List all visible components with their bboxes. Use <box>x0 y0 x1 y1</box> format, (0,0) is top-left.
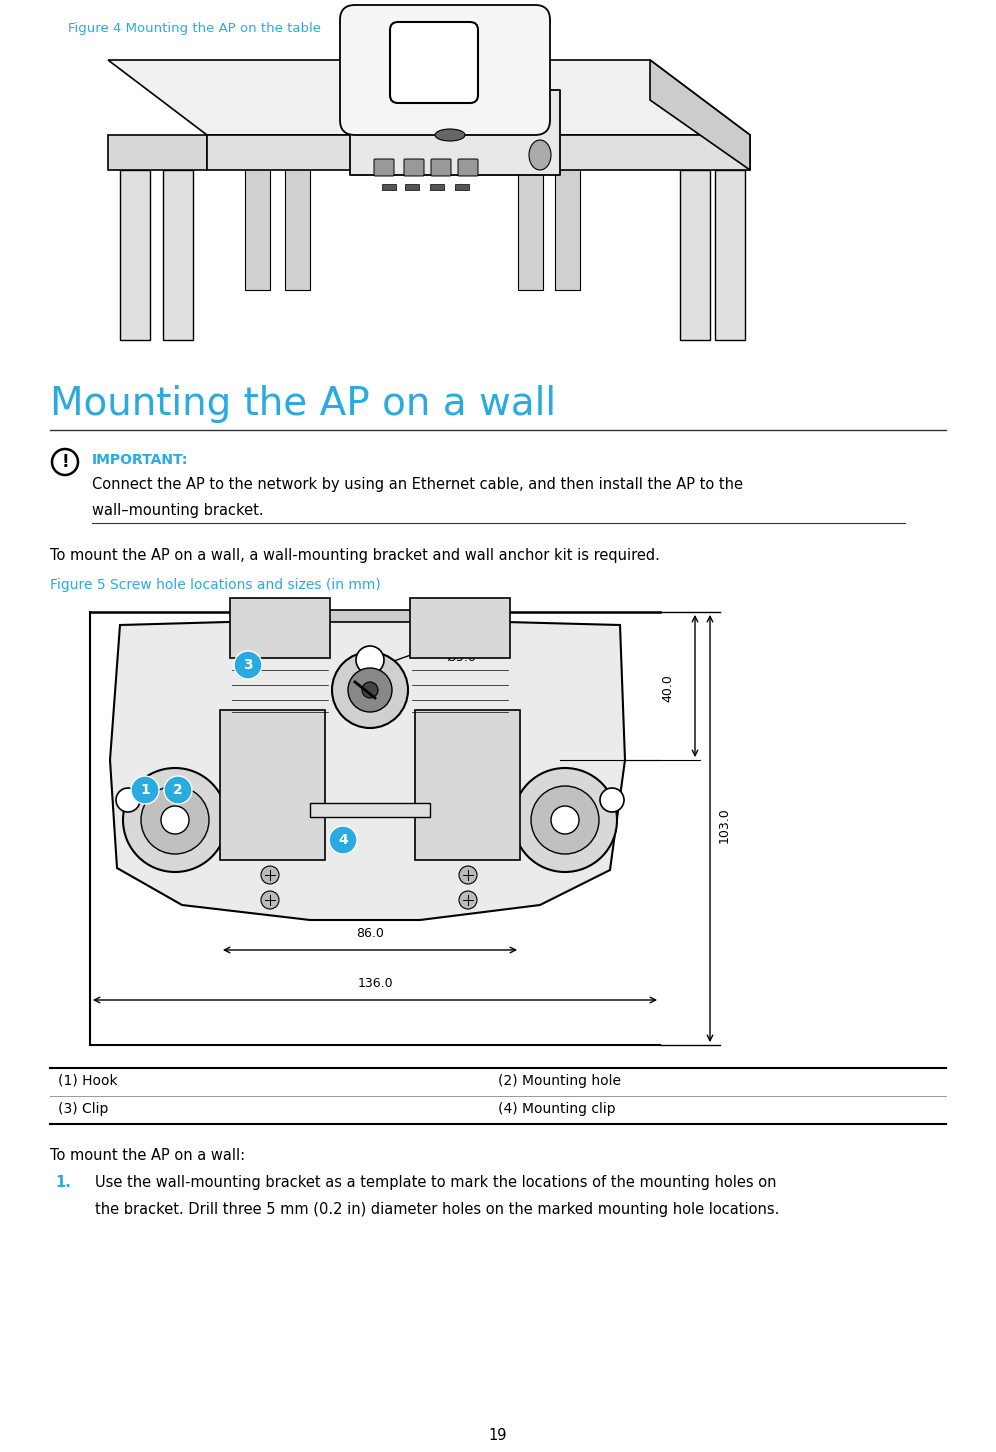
Text: 1.: 1. <box>55 1175 71 1191</box>
Text: 3: 3 <box>243 658 253 672</box>
Circle shape <box>261 865 279 884</box>
Text: Figure 5 Screw hole locations and sizes (in mm): Figure 5 Screw hole locations and sizes … <box>50 578 380 592</box>
Text: 2: 2 <box>173 783 183 797</box>
Circle shape <box>459 865 477 884</box>
Circle shape <box>362 682 378 698</box>
Circle shape <box>141 786 209 854</box>
Polygon shape <box>350 90 560 176</box>
Circle shape <box>261 892 279 909</box>
Text: Ø5.0: Ø5.0 <box>446 650 476 664</box>
Polygon shape <box>108 60 750 135</box>
Text: wall–mounting bracket.: wall–mounting bracket. <box>92 502 264 518</box>
Circle shape <box>329 826 357 854</box>
Circle shape <box>459 892 477 909</box>
Text: To mount the AP on a wall:: To mount the AP on a wall: <box>50 1149 245 1163</box>
FancyBboxPatch shape <box>410 598 510 658</box>
Text: (3) Clip: (3) Clip <box>58 1102 109 1117</box>
Polygon shape <box>245 135 270 290</box>
Text: Mounting the AP on a wall: Mounting the AP on a wall <box>50 385 556 423</box>
Text: (2) Mounting hole: (2) Mounting hole <box>498 1074 621 1088</box>
Bar <box>405 184 419 190</box>
Text: Connect the AP to the network by using an Ethernet cable, and then install the A: Connect the AP to the network by using a… <box>92 478 743 492</box>
Polygon shape <box>285 135 310 290</box>
Text: Use the wall-mounting bracket as a template to mark the locations of the mountin: Use the wall-mounting bracket as a templ… <box>95 1175 777 1191</box>
FancyBboxPatch shape <box>431 160 451 176</box>
Circle shape <box>123 768 227 873</box>
Circle shape <box>131 775 159 804</box>
Circle shape <box>356 646 384 674</box>
FancyBboxPatch shape <box>390 22 478 103</box>
Circle shape <box>116 788 140 812</box>
Polygon shape <box>715 170 745 340</box>
Text: 4: 4 <box>338 833 348 847</box>
Circle shape <box>513 768 617 873</box>
Ellipse shape <box>435 129 465 141</box>
Text: 1: 1 <box>140 783 149 797</box>
Circle shape <box>348 668 392 711</box>
Bar <box>280 610 460 621</box>
Text: Figure 4 Mounting the AP on the table: Figure 4 Mounting the AP on the table <box>68 22 321 35</box>
Circle shape <box>551 806 579 833</box>
Bar <box>382 184 396 190</box>
FancyBboxPatch shape <box>220 710 325 860</box>
Circle shape <box>332 652 408 727</box>
Polygon shape <box>110 611 625 921</box>
Bar <box>430 184 444 190</box>
FancyBboxPatch shape <box>374 160 394 176</box>
Polygon shape <box>120 170 150 340</box>
FancyBboxPatch shape <box>230 598 330 658</box>
Text: the bracket. Drill three 5 mm (0.2 in) diameter holes on the marked mounting hol: the bracket. Drill three 5 mm (0.2 in) d… <box>95 1202 780 1217</box>
Text: !: ! <box>61 453 69 470</box>
Circle shape <box>161 806 189 833</box>
Circle shape <box>52 449 78 475</box>
Circle shape <box>531 786 599 854</box>
Text: IMPORTANT:: IMPORTANT: <box>92 453 188 468</box>
FancyBboxPatch shape <box>404 160 424 176</box>
Bar <box>455 184 469 190</box>
Polygon shape <box>518 135 543 290</box>
Text: 40.0: 40.0 <box>661 674 674 701</box>
Polygon shape <box>163 170 193 340</box>
Polygon shape <box>207 135 750 170</box>
Text: (4) Mounting clip: (4) Mounting clip <box>498 1102 616 1117</box>
Circle shape <box>164 775 192 804</box>
Text: 86.0: 86.0 <box>356 926 383 939</box>
Polygon shape <box>680 170 710 340</box>
Bar <box>310 803 430 817</box>
Text: 19: 19 <box>489 1427 507 1443</box>
FancyBboxPatch shape <box>458 160 478 176</box>
Circle shape <box>600 788 624 812</box>
Text: 103.0: 103.0 <box>718 807 731 842</box>
Polygon shape <box>108 135 207 170</box>
Polygon shape <box>555 135 580 290</box>
Text: (1) Hook: (1) Hook <box>58 1074 118 1088</box>
Text: To mount the AP on a wall, a wall-mounting bracket and wall anchor kit is requir: To mount the AP on a wall, a wall-mounti… <box>50 547 660 563</box>
Polygon shape <box>650 60 750 170</box>
Ellipse shape <box>529 139 551 170</box>
FancyBboxPatch shape <box>340 4 550 135</box>
FancyBboxPatch shape <box>415 710 520 860</box>
Circle shape <box>234 650 262 680</box>
Text: 136.0: 136.0 <box>358 977 392 990</box>
